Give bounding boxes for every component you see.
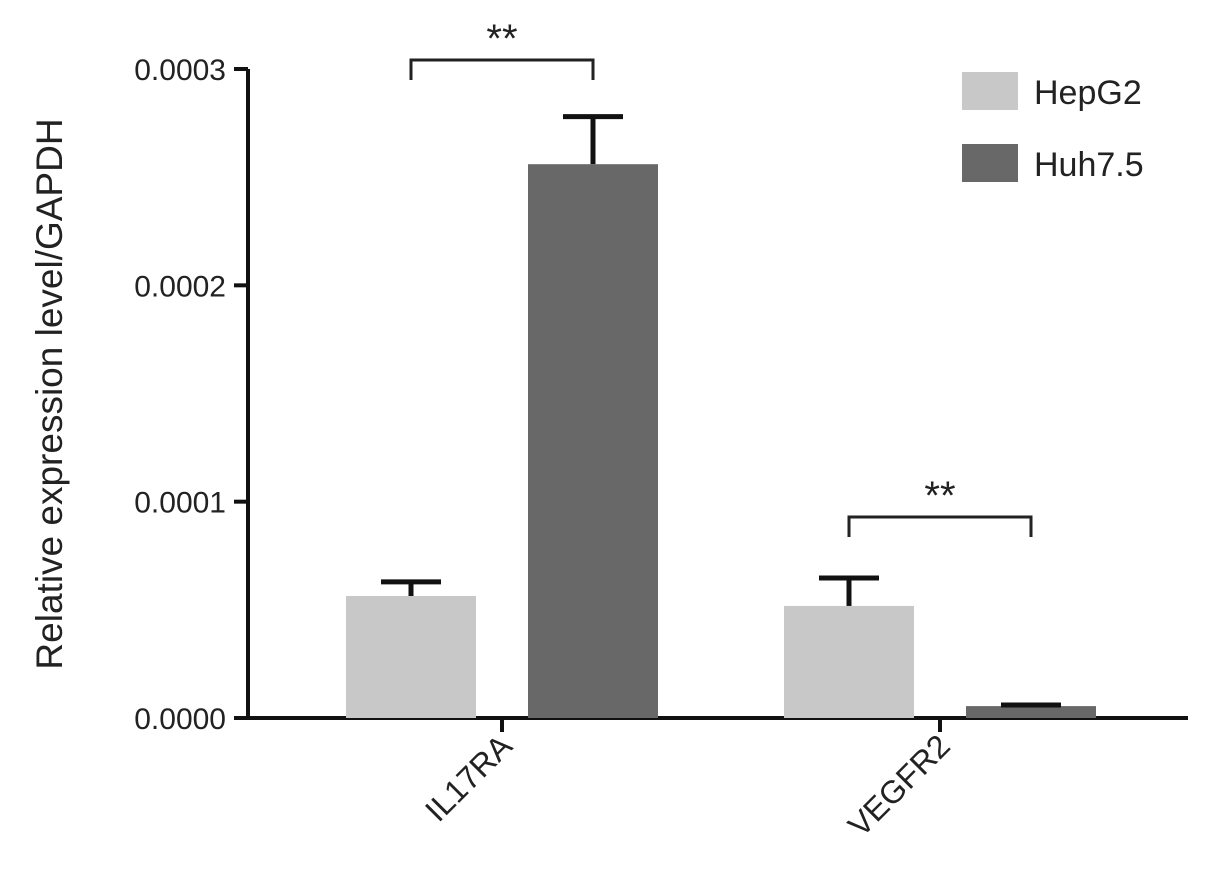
y-tick-label: 0.0003 (134, 54, 226, 87)
significance-label: ** (924, 474, 955, 518)
y-tick-label: 0.0000 (134, 703, 226, 736)
x-tick-label: IL17RA (418, 727, 519, 828)
significance-bracket (409, 58, 595, 80)
legend-swatch-huh7.5 (962, 144, 1018, 182)
legend-label: HepG2 (1034, 74, 1142, 112)
bar-hepg2-il17ra (346, 595, 476, 718)
significance-label: ** (486, 17, 517, 61)
legend-swatch-hepg2 (962, 72, 1018, 110)
y-axis-label: Relative expression level/GAPDH (29, 118, 70, 669)
bar-hepg2-vegfr2 (784, 605, 914, 718)
bar-huh7.5-il17ra (528, 164, 658, 719)
y-tick-label: 0.0001 (134, 487, 226, 520)
bar-huh7.5-vegfr2 (966, 706, 1096, 718)
significance-bracket (847, 515, 1033, 537)
y-tick-label: 0.0002 (134, 270, 226, 303)
legend-label: Huh7.5 (1034, 146, 1144, 184)
x-tick-label: VEGFR2 (841, 727, 957, 843)
